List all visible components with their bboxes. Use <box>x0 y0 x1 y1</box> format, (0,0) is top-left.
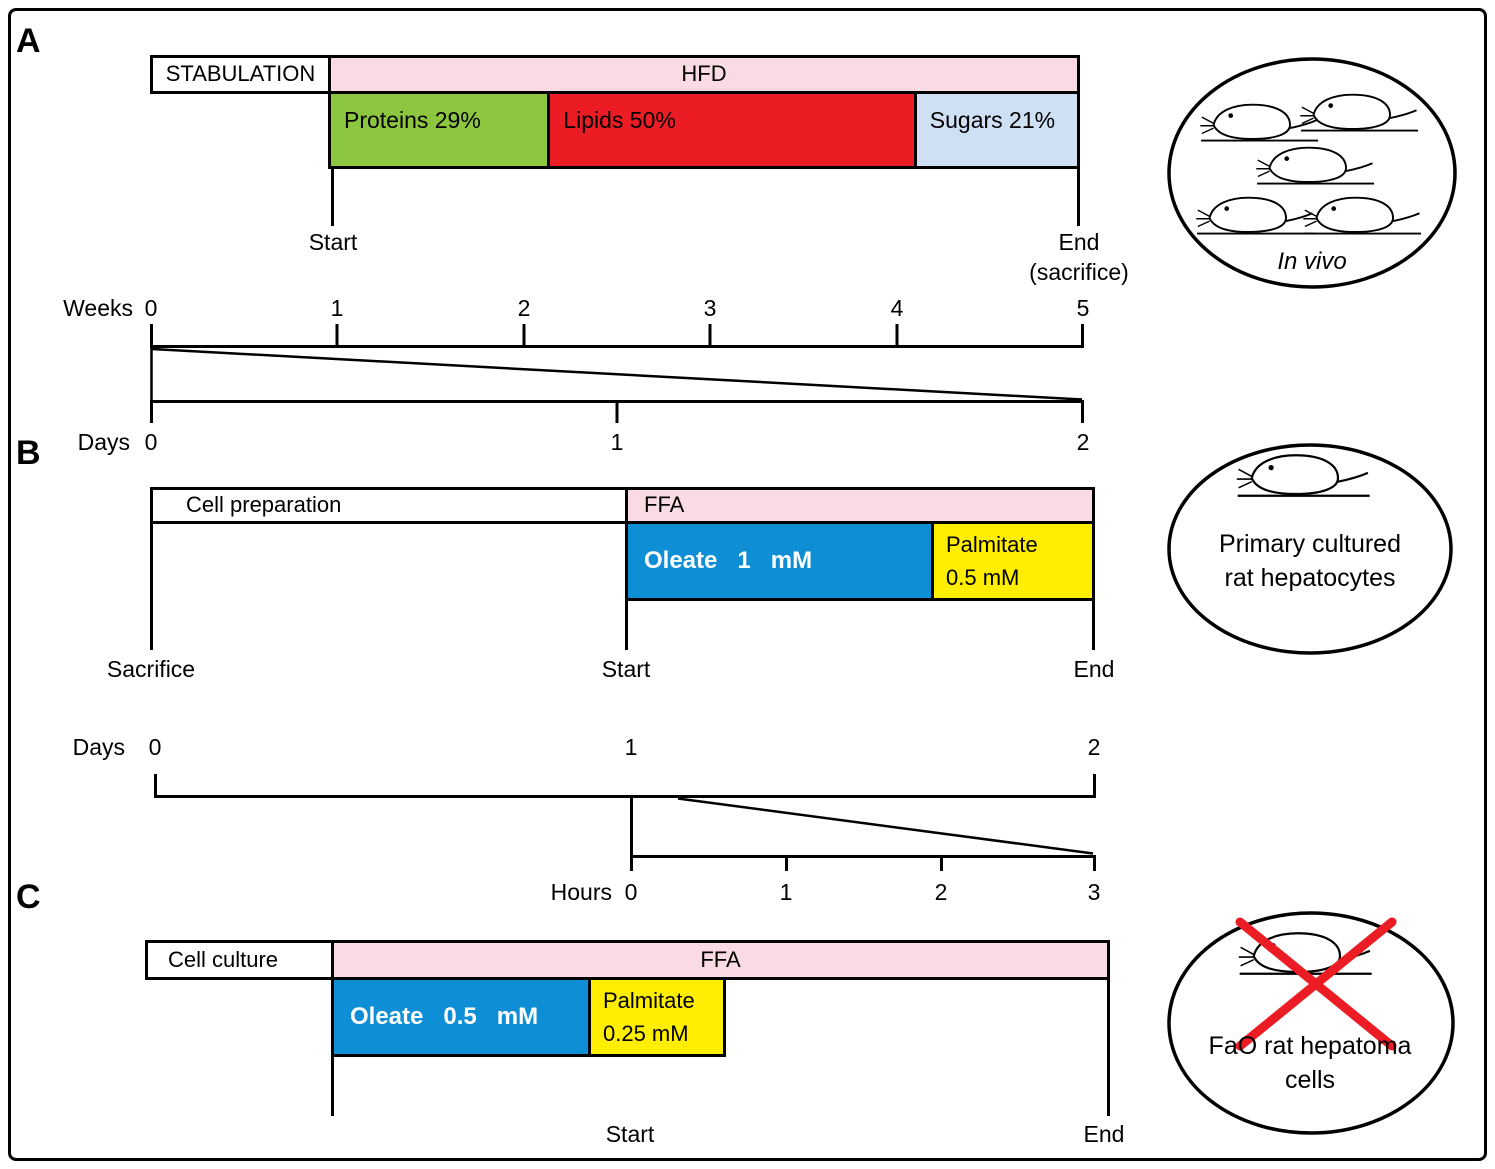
panel-c-label: C <box>16 878 41 916</box>
fao-cells-label-1: FaO rat hepatoma <box>1208 1032 1412 1060</box>
palmitate-name-c: Palmitate <box>603 988 695 1013</box>
ffa-box-c: FFA <box>331 940 1110 980</box>
days-axis-b <box>154 774 1096 798</box>
primary-hepatocytes-ellipse <box>1167 443 1453 655</box>
weeks-tick-2: 2 <box>517 295 531 321</box>
days-axis-a-label: Days <box>77 429 130 455</box>
cell-culture-box: Cell culture <box>145 940 334 980</box>
weeks-tick-4: 4 <box>890 295 904 321</box>
days-to-hours-zoom <box>630 796 1094 856</box>
weeks-tick-3: 3 <box>703 295 717 321</box>
panel-a-start-label: Start <box>308 229 358 255</box>
panel-a-end-label: End <box>1058 229 1100 255</box>
weeks-tick-1: 1 <box>330 295 344 321</box>
palmitate-dose-b: 0.5 mM <box>946 565 1020 590</box>
hfd-box: HFD <box>328 55 1080 94</box>
panel-b-label: B <box>16 434 41 472</box>
fao-cells-ellipse <box>1167 911 1455 1135</box>
in-vivo-label: In vivo <box>1277 248 1347 275</box>
oleate-box-c: Oleate 0.5 mM <box>331 977 591 1057</box>
panel-a-sacrifice-note: (sacrifice) <box>1029 259 1129 285</box>
weeks-tick-0: 0 <box>144 295 158 321</box>
palmitate-name-b: Palmitate <box>946 532 1038 557</box>
proteins-segment: Proteins 29% <box>328 91 551 169</box>
primary-hepatocytes-label-1: Primary cultured <box>1219 530 1401 558</box>
ffa-box-b: FFA <box>625 487 1095 524</box>
days-a-tick-0: 0 <box>144 429 158 455</box>
palmitate-box-b: Palmitate 0.5 mM <box>931 521 1095 601</box>
lipids-segment: Lipids 50% <box>547 91 917 169</box>
panel-b-end-label: End <box>1073 656 1115 682</box>
in-vivo-illustration <box>1167 57 1457 289</box>
fao-cells-label-2: cells <box>1284 1066 1336 1094</box>
days-b-tick-1: 1 <box>624 734 638 760</box>
panel-c-start-label: Start <box>605 1121 655 1147</box>
weeks-axis <box>150 324 1084 348</box>
stabulation-box: STABULATION <box>150 55 331 94</box>
hours-axis-label: Hours <box>550 879 612 905</box>
days-b-tick-2: 2 <box>1087 734 1101 760</box>
hours-axis <box>630 855 1096 871</box>
panel-b-sacrifice-label: Sacrifice <box>106 656 196 682</box>
panel-b-start-label: Start <box>601 656 651 682</box>
diet-composition-bar: Proteins 29% Lipids 50% Sugars 21% <box>328 91 1080 169</box>
days-axis-b-label: Days <box>72 734 125 760</box>
sugars-segment: Sugars 21% <box>913 91 1080 169</box>
cell-preparation-box: Cell preparation <box>150 487 628 524</box>
oleate-box-b: Oleate 1 mM <box>625 521 934 601</box>
weeks-to-days-zoom <box>150 346 1083 401</box>
panel-a-label: A <box>16 22 41 60</box>
days-a-tick-1: 1 <box>610 429 624 455</box>
hours-tick-2: 2 <box>934 879 948 905</box>
days-axis-a <box>150 400 1084 423</box>
panel-b-connectors <box>150 522 1095 650</box>
fao-cells-illustration <box>1167 911 1455 1135</box>
palmitate-dose-c: 0.25 mM <box>603 1021 689 1046</box>
primary-hepatocytes-label-2: rat hepatocytes <box>1224 564 1396 592</box>
red-cross-icon <box>1235 917 1397 1051</box>
hours-tick-1: 1 <box>779 879 793 905</box>
hours-tick-0: 0 <box>624 879 638 905</box>
palmitate-box-c: Palmitate 0.25 mM <box>588 977 726 1057</box>
panel-c-end-label: End <box>1083 1121 1125 1147</box>
hours-tick-3: 3 <box>1087 879 1101 905</box>
days-b-tick-0: 0 <box>148 734 162 760</box>
weeks-tick-5: 5 <box>1076 295 1090 321</box>
primary-hepatocytes-illustration <box>1167 443 1453 655</box>
weeks-axis-label: Weeks <box>63 295 133 321</box>
days-a-tick-2: 2 <box>1076 429 1090 455</box>
